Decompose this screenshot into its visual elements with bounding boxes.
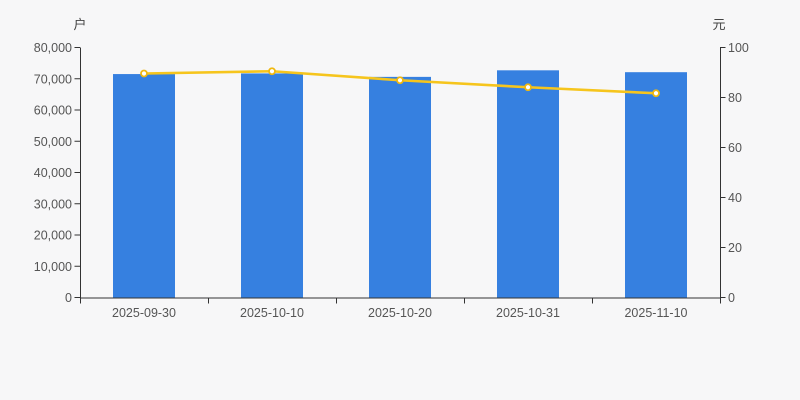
line-point-2025-10-20[interactable] (396, 76, 404, 85)
left-axis-tick-label: 70,000 (34, 72, 72, 86)
left-axis-tick-label: 60,000 (34, 104, 72, 118)
right-axis-tick-label: 0 (728, 291, 735, 305)
right-axis-tick-label: 20 (728, 241, 742, 255)
line-point-2025-10-31[interactable] (524, 83, 532, 92)
right-axis-tick-label: 100 (728, 41, 749, 55)
bar-2025-09-30[interactable] (113, 74, 175, 298)
left-axis-tick-label: 80,000 (34, 41, 72, 55)
right-axis-tick-label: 80 (728, 91, 742, 105)
x-axis-label: 2025-09-30 (112, 306, 176, 320)
x-axis-label: 2025-10-31 (496, 306, 560, 320)
x-axis-label: 2025-10-20 (368, 306, 432, 320)
bar-2025-10-20[interactable] (369, 76, 431, 298)
x-axis-label: 2025-10-10 (240, 306, 304, 320)
left-axis-tick-label: 40,000 (34, 166, 72, 180)
bar-2025-10-10[interactable] (241, 73, 303, 298)
bar-2025-10-31[interactable] (497, 70, 559, 298)
line-point-2025-09-30[interactable] (140, 69, 148, 78)
right-axis-tick-label: 60 (728, 141, 742, 155)
bar-2025-11-10[interactable] (625, 72, 687, 298)
left-axis-tick-label: 20,000 (34, 229, 72, 243)
right-axis-tick-label: 40 (728, 191, 742, 205)
left-axis-title: 户 (73, 17, 87, 32)
line-point-2025-10-10[interactable] (268, 67, 276, 76)
left-axis-tick-label: 50,000 (34, 135, 72, 149)
left-axis-tick-label: 30,000 (34, 197, 72, 211)
right-axis-title: 元 (712, 17, 726, 32)
left-axis-tick-label: 0 (65, 291, 72, 305)
x-axis-label: 2025-11-10 (624, 306, 687, 320)
line-point-2025-11-10[interactable] (652, 89, 660, 98)
left-axis-tick-label: 10,000 (34, 260, 72, 274)
